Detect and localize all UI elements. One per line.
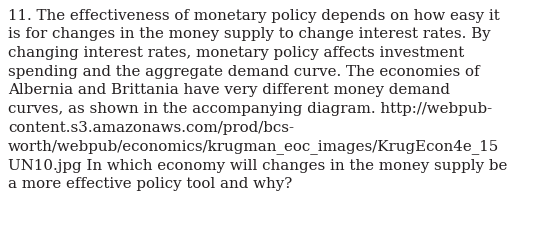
Text: 11. The effectiveness of monetary policy depends on how easy it
is for changes i: 11. The effectiveness of monetary policy… (8, 9, 507, 190)
